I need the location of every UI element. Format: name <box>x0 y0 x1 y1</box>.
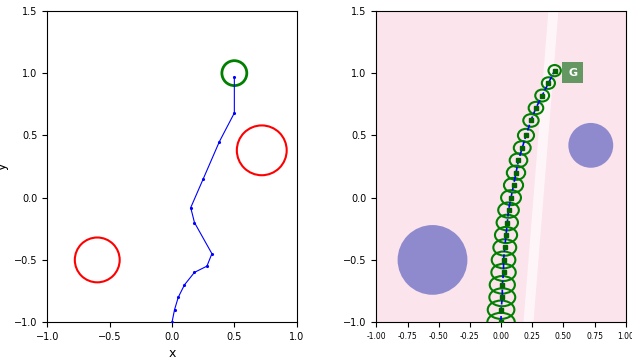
X-axis label: x: x <box>168 348 176 361</box>
Text: G: G <box>568 67 577 77</box>
Y-axis label: y: y <box>0 163 9 170</box>
Bar <box>562 62 583 83</box>
Circle shape <box>398 225 468 295</box>
Polygon shape <box>523 11 559 322</box>
Circle shape <box>568 123 613 168</box>
